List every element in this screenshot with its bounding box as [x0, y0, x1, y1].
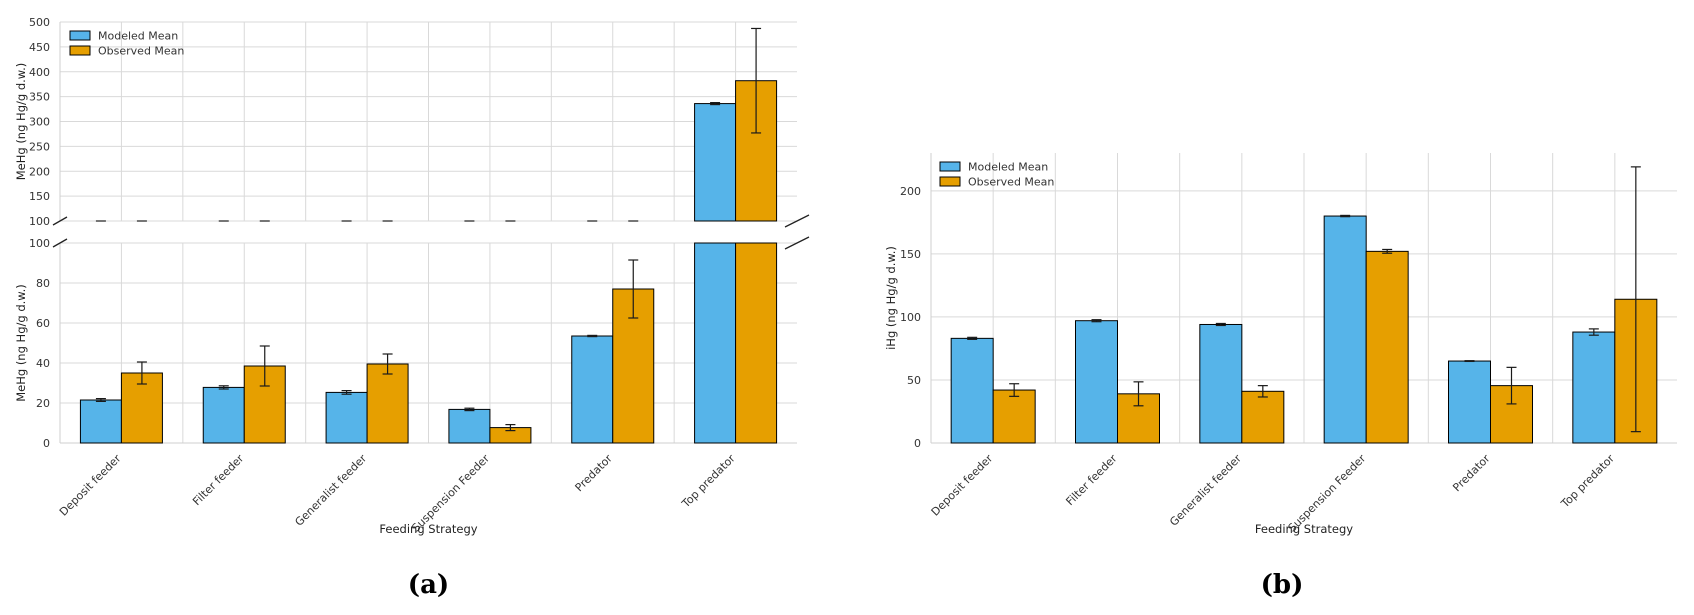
legend-swatch-modeled-mean: [939, 161, 961, 172]
legend-swatch-observed-mean: [939, 176, 961, 187]
lower-y-tick-label: 0: [43, 437, 50, 450]
legend-label-observed-mean: Observed Mean: [98, 45, 184, 58]
legend-label-modeled-mean: Modeled Mean: [98, 30, 178, 43]
bar-suspension-feeder-observed-mean: [1365, 250, 1409, 444]
legend-swatch-observed-mean: [69, 45, 91, 56]
bar-generalist-feeder-observed-mean: [1241, 390, 1285, 444]
y-tick-label: 200: [900, 185, 921, 198]
bar-lower-generalist-feeder-observed-mean: [366, 363, 409, 444]
x-tick-label-top-predator: Top predator: [1558, 452, 1617, 511]
bar-lower-generalist-feeder-modeled-mean: [325, 391, 368, 444]
lower-y-axis-label: MeHg (ng Hg/g d.w.): [14, 284, 28, 402]
chart-b: 0 50 100 150 200 iHg (ng Hg/g d.w.) Modeled Me…: [884, 153, 1677, 600]
bar-lower-top-predator-observed-mean: [735, 242, 778, 444]
upper-y-tick-label: 150: [29, 190, 50, 203]
bar-predator-modeled-mean: [1448, 360, 1491, 444]
x-tick-label-generalist-feeder: Generalist feeder: [1167, 452, 1244, 529]
y-tick-label: 50: [907, 374, 921, 387]
upper-y-tick-label: 500: [29, 16, 50, 29]
upper-y-tick-label: 400: [29, 66, 50, 79]
x-axis-label: Feeding Strategy: [1255, 522, 1353, 536]
upper-y-tick-label: 350: [29, 91, 50, 104]
x-tick-label-predator: Predator: [1450, 452, 1493, 495]
panel-label-b: (b): [1261, 570, 1304, 600]
y-tick-label: 100: [900, 311, 921, 324]
lower-y-tick-label: 80: [36, 277, 50, 290]
legend-label-modeled-mean: Modeled Mean: [968, 161, 1048, 174]
bar-lower-deposit-feeder-observed-mean: [120, 372, 163, 444]
bar-lower-suspension-feeder-modeled-mean: [448, 408, 491, 444]
x-axis-label: Feeding Strategy: [379, 522, 477, 536]
axis-break-mark: [784, 214, 810, 228]
axis-break-mark: [52, 216, 68, 226]
legend-label-observed-mean: Observed Mean: [968, 176, 1054, 189]
axis-break-mark: [784, 236, 810, 250]
upper-y-tick-label: 450: [29, 41, 50, 54]
bar-lower-top-predator-modeled-mean: [694, 242, 737, 444]
bar-lower-filter-feeder-modeled-mean: [202, 386, 245, 444]
lower-y-tick-label: 100: [29, 237, 50, 250]
lower-y-tick-label: 40: [36, 357, 50, 370]
y-tick-label: 150: [900, 248, 921, 261]
bar-upper-top-predator-modeled-mean: [694, 103, 737, 222]
bar-filter-feeder-modeled-mean: [1075, 320, 1118, 444]
lower-y-tick-label: 60: [36, 317, 50, 330]
x-tick-label-filter-feeder: Filter feeder: [190, 452, 246, 508]
bar-lower-predator-modeled-mean: [571, 335, 614, 444]
bar-deposit-feeder-modeled-mean: [950, 337, 994, 444]
x-tick-label-filter-feeder: Filter feeder: [1063, 452, 1119, 508]
x-tick-label-deposit-feeder: Deposit feeder: [57, 452, 124, 519]
x-tick-label-deposit-feeder: Deposit feeder: [929, 452, 996, 519]
legend-swatch-modeled-mean: [69, 30, 91, 41]
x-tick-label-predator: Predator: [573, 452, 616, 495]
upper-y-tick-label: 250: [29, 140, 50, 153]
y-tick-label: 0: [914, 437, 921, 450]
axis-break-mark: [52, 238, 68, 248]
bar-deposit-feeder-observed-mean: [992, 389, 1036, 444]
x-tick-label-generalist-feeder: Generalist feeder: [292, 452, 369, 529]
upper-y-tick-label: 100: [29, 215, 50, 228]
panel-label-a: (a): [408, 570, 449, 600]
lower-y-tick-label: 20: [36, 397, 50, 410]
upper-y-axis-label: MeHg (ng Hg/g d.w.): [14, 63, 28, 181]
chart-a: 100 150 200 250 300 350 400 450 500 0 20 40 60 80 100 M…: [14, 16, 810, 600]
bar-top-predator-modeled-mean: [1572, 331, 1616, 444]
bar-generalist-feeder-modeled-mean: [1199, 323, 1243, 444]
upper-y-tick-label: 200: [29, 165, 50, 178]
bar-suspension-feeder-modeled-mean: [1323, 215, 1367, 444]
x-tick-label-top-predator: Top predator: [679, 452, 738, 511]
bar-lower-deposit-feeder-modeled-mean: [79, 399, 122, 444]
upper-y-tick-label: 300: [29, 116, 50, 129]
y-axis-label: iHg (ng Hg/g d.w.): [884, 246, 898, 350]
